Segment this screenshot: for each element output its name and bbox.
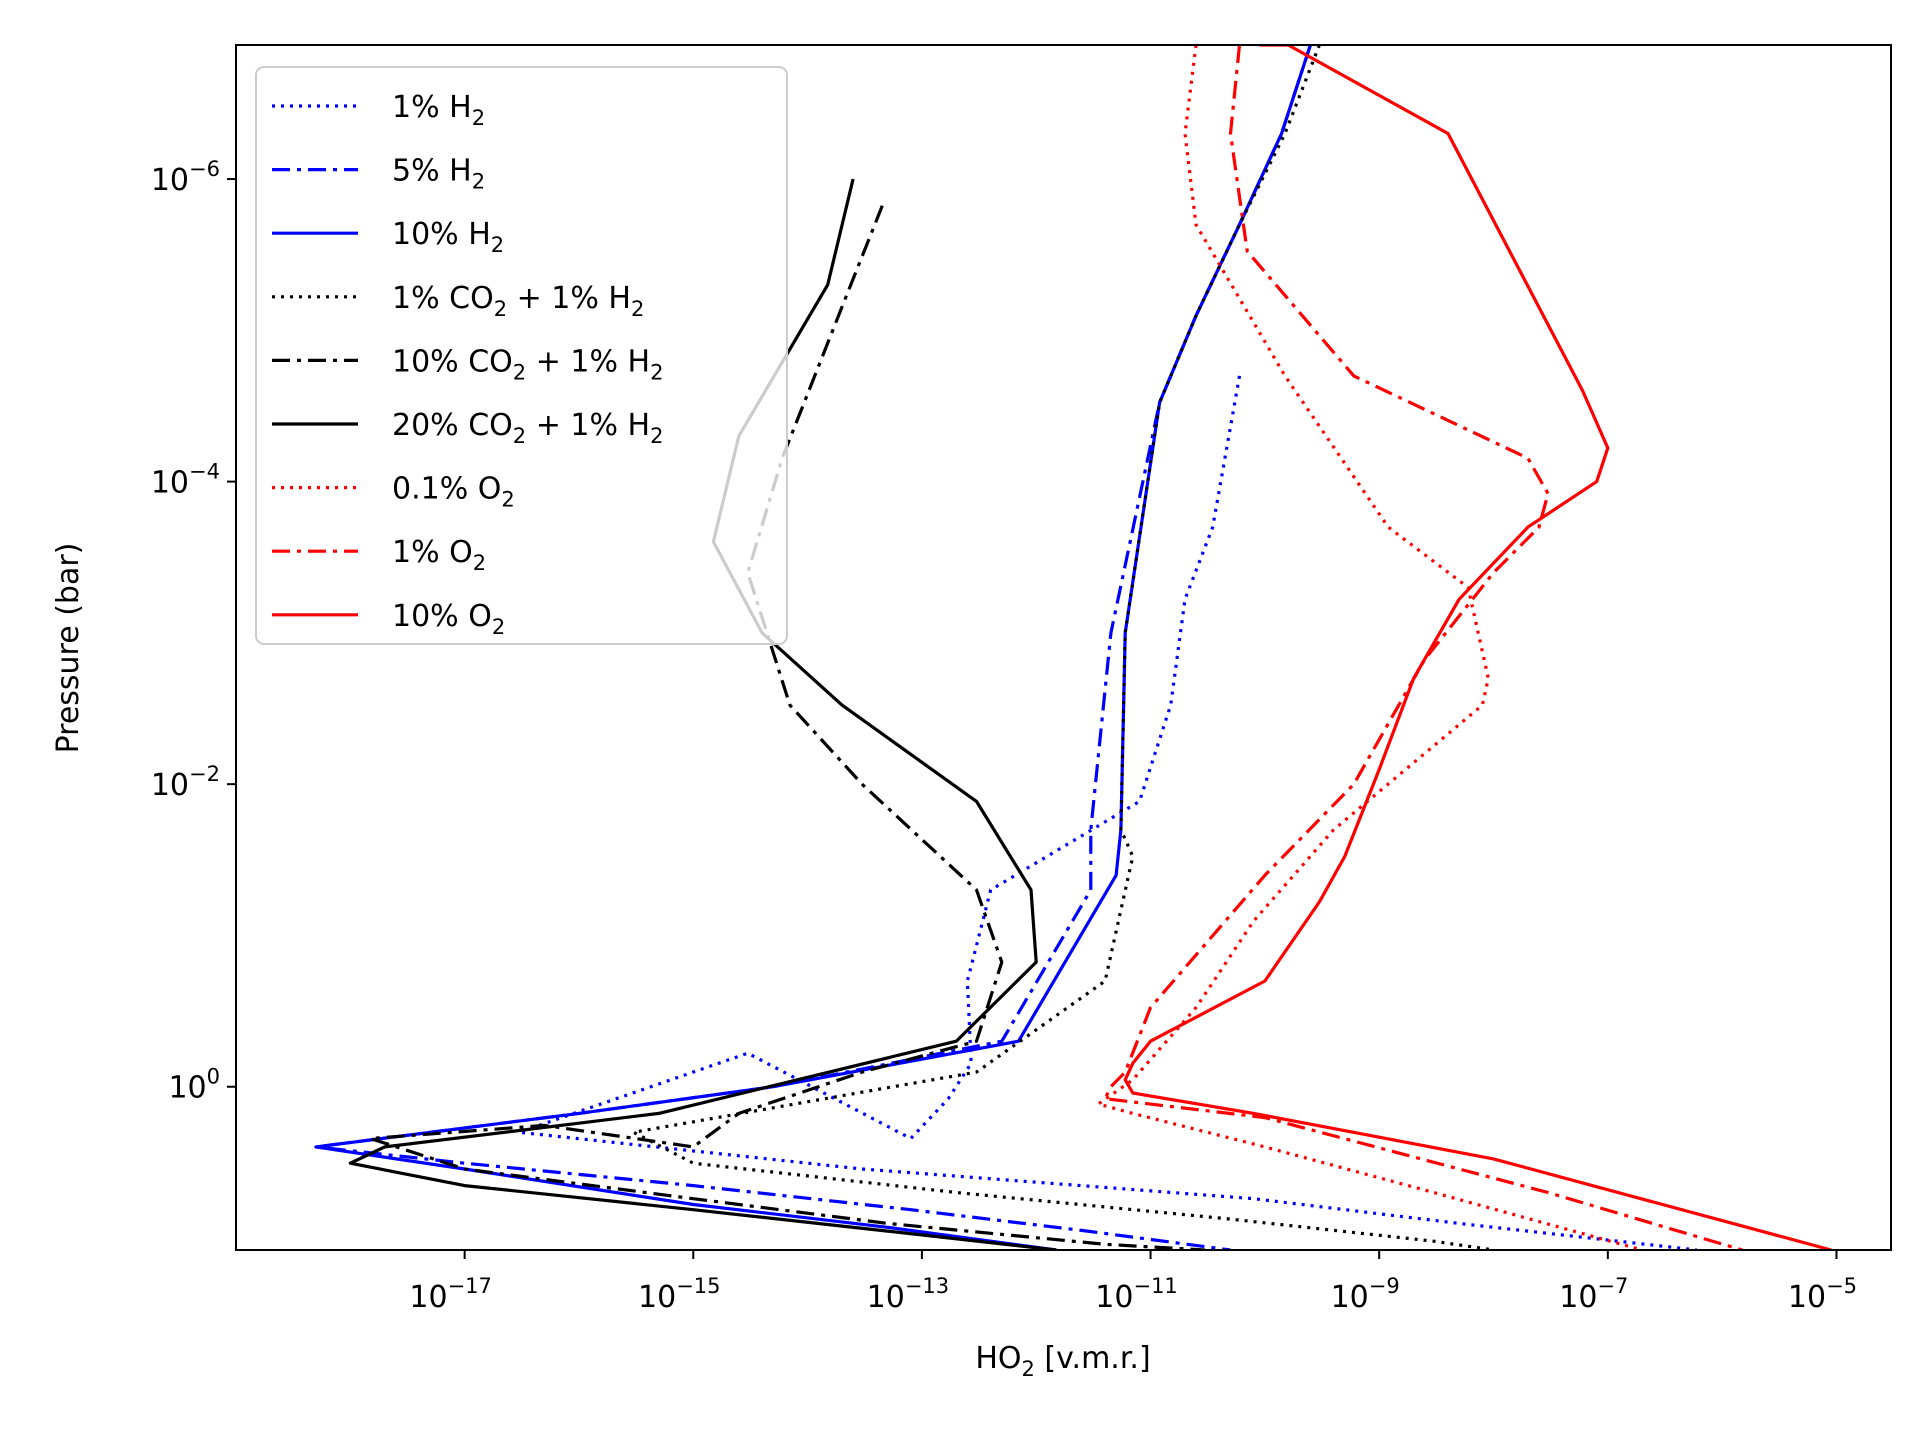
y-tick-label: 10−2: [151, 762, 220, 803]
y-tick-label: 10−6: [151, 157, 220, 198]
series-line-4: [631, 45, 1494, 1250]
series-line-5: [368, 205, 1206, 1250]
legend: 1% H2 5% H2 10% H2 1% CO2 + 1% H2 10% CO2 + …: [255, 66, 788, 645]
series-line-3: [314, 45, 1312, 1250]
x-tick-label: 10−13: [867, 1274, 950, 1315]
series-line-7: [1096, 45, 1643, 1250]
x-tick-label: 10−17: [409, 1274, 492, 1315]
series-line-9: [1123, 45, 1832, 1250]
legend-label-3: 10% H2: [392, 217, 504, 257]
x-tick-label: 10−15: [638, 1274, 721, 1315]
legend-items: 1% H2 5% H2 10% H2 1% CO2 + 1% H2 10% CO2 + …: [272, 90, 663, 639]
legend-label-7: 0.1% O2: [392, 472, 515, 512]
x-axis-label: HO2 [v.m.r.]: [975, 1341, 1150, 1381]
legend-label-6: 20% CO2 + 1% H2: [392, 408, 663, 448]
x-axis: 10−17 10−15 10−13 10−11 10−9 10−7 10−5: [409, 1250, 1857, 1315]
legend-box: [255, 66, 788, 645]
x-tick-label: 10−11: [1095, 1274, 1178, 1315]
legend-label-5: 10% CO2 + 1% H2: [392, 344, 663, 384]
x-tick-label: 10−9: [1331, 1274, 1400, 1315]
y-axis: 10−6 10−4 10−2 100: [151, 157, 236, 1106]
y-axis-label: Pressure (bar): [51, 543, 86, 754]
legend-label-2: 5% H2: [392, 154, 485, 194]
legend-label-9: 10% O2: [392, 599, 505, 639]
x-tick-label: 10−7: [1559, 1274, 1628, 1315]
legend-label-8: 1% O2: [392, 535, 486, 575]
x-tick-label: 10−5: [1788, 1274, 1857, 1315]
y-tick-label: 100: [168, 1065, 220, 1106]
legend-label-4: 1% CO2 + 1% H2: [392, 281, 644, 321]
y-tick-label: 10−4: [151, 460, 220, 501]
plot-frame: [235, 44, 1892, 1251]
legend-label-1: 1% H2: [392, 90, 485, 130]
